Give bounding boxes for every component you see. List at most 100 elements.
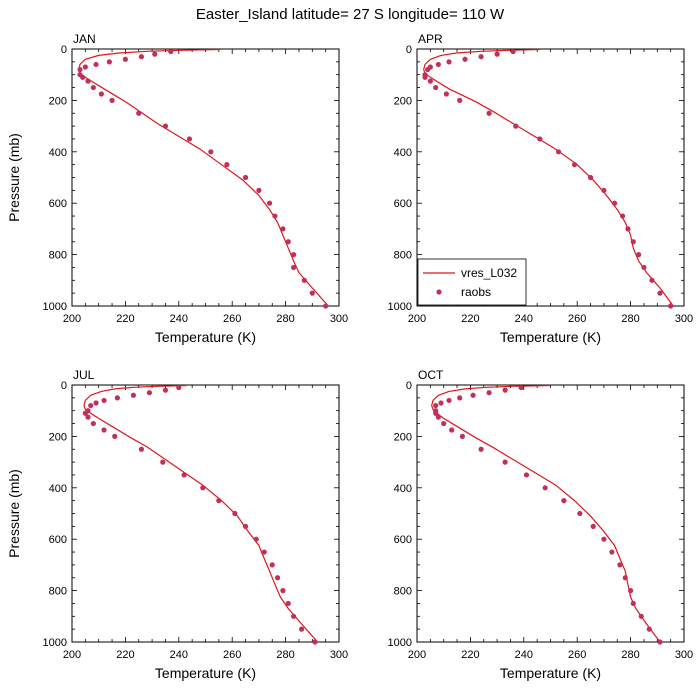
panel-jul: JUL 200 220 240 260 280 300 0 200 400 600 800 1000 Te… — [6, 368, 348, 681]
raobs-point — [617, 562, 623, 568]
raobs-point — [577, 510, 583, 517]
x-tick-label: 300 — [330, 313, 348, 325]
raobs-point — [77, 66, 83, 73]
raobs-point — [162, 123, 169, 129]
x-tick-label: 280 — [621, 649, 639, 661]
x-tick-label: 200 — [408, 649, 426, 661]
raobs-point — [636, 252, 642, 258]
raobs-point — [242, 174, 249, 181]
y-tick-label: 600 — [49, 198, 67, 210]
raobs-point — [138, 54, 145, 60]
raobs-point — [266, 200, 273, 206]
y-tick-label: 200 — [394, 431, 412, 443]
raobs-point — [299, 626, 305, 632]
raobs-point — [160, 459, 166, 465]
raobs-point — [138, 446, 145, 452]
raobs-point — [152, 51, 158, 57]
raobs-point — [625, 226, 631, 232]
series-line-vres-l032 — [78, 48, 329, 307]
raobs-point — [261, 549, 267, 555]
raobs-point — [176, 384, 182, 391]
raobs-point — [85, 414, 91, 420]
panels: JAN 200 220 240 260 280 300 0 200 400 600 800 1000 Te… — [6, 32, 693, 681]
raobs-point — [433, 410, 439, 416]
y-tick-label: 400 — [49, 147, 67, 159]
raobs-point — [130, 392, 137, 398]
raobs-point — [168, 48, 174, 55]
raobs-point — [462, 56, 468, 62]
x-tick-label: 280 — [276, 313, 294, 325]
x-tick-label: 260 — [568, 649, 586, 661]
raobs-point — [285, 600, 291, 607]
x-tick-label: 200 — [408, 313, 426, 325]
raobs-point — [122, 56, 128, 62]
panel-label: JAN — [73, 32, 96, 46]
raobs-point — [85, 78, 91, 84]
y-tick-label: 0 — [406, 380, 412, 392]
raobs-point — [274, 575, 281, 581]
plot-frame — [71, 48, 340, 307]
x-tick-label: 240 — [515, 649, 533, 661]
raobs-point — [88, 402, 94, 409]
plot-frame — [71, 384, 340, 643]
panel-label: JUL — [73, 368, 95, 382]
raobs-point — [425, 66, 431, 73]
y-tick-label: 0 — [61, 380, 67, 392]
raobs-point — [561, 498, 567, 504]
x-tick-label: 240 — [170, 649, 188, 661]
raobs-point — [486, 110, 492, 116]
raobs-point — [446, 59, 452, 65]
raobs-point — [256, 187, 262, 193]
raobs-point — [438, 400, 444, 406]
raobs-point — [619, 213, 626, 219]
raobs-point — [523, 472, 530, 478]
raobs-point — [90, 420, 96, 427]
raobs-point — [657, 639, 663, 645]
panel-label: OCT — [418, 368, 444, 382]
x-tick-label: 260 — [223, 313, 241, 325]
raobs-point — [106, 59, 112, 65]
y-tick-label: 200 — [394, 95, 412, 107]
x-tick-label: 220 — [116, 649, 134, 661]
legend-marker-swatch — [436, 289, 442, 295]
y-tick-label: 200 — [49, 431, 67, 443]
raobs-point — [630, 239, 636, 245]
raobs-point — [638, 613, 644, 619]
raobs-point — [224, 162, 230, 168]
y-tick-label: 0 — [406, 44, 412, 56]
y-tick-label: 0 — [61, 44, 67, 56]
raobs-point — [601, 536, 607, 542]
raobs-point — [441, 420, 447, 427]
raobs-point — [253, 536, 259, 542]
panel-jan: JAN 200 220 240 260 280 300 0 200 400 600 800 1000 Te… — [6, 32, 348, 345]
raobs-point — [478, 54, 484, 60]
raobs-point — [181, 472, 187, 478]
y-tick-label: 1000 — [43, 301, 67, 313]
raobs-point — [601, 187, 607, 193]
raobs-point — [646, 626, 652, 632]
raobs-point — [232, 510, 238, 517]
x-tick-label: 240 — [170, 313, 188, 325]
panel-oct: OCT 200 220 240 260 280 300 0 200 400 600 800 1000 Te… — [388, 368, 694, 681]
raobs-point — [93, 61, 99, 68]
raobs-point — [470, 392, 476, 398]
y-tick-label: 800 — [49, 250, 67, 262]
raobs-point — [435, 414, 441, 420]
y-tick-label: 800 — [49, 586, 67, 598]
series-line-vres-l032 — [423, 48, 674, 307]
raobs-point — [200, 485, 206, 491]
raobs-point — [422, 74, 428, 80]
series-line-vres-l032 — [83, 384, 319, 643]
x-axis-label: Temperature (K) — [155, 329, 256, 345]
y-tick-label: 1000 — [43, 637, 67, 649]
raobs-point — [82, 64, 88, 70]
figure-title: Easter_Island latitude= 27 S longitude= … — [196, 6, 505, 23]
raobs-point — [136, 110, 142, 116]
x-tick-label: 300 — [675, 313, 693, 325]
y-axis-label: Pressure (mb) — [6, 469, 22, 558]
raobs-point — [280, 588, 286, 594]
y-tick-label: 800 — [394, 586, 412, 598]
y-axis-label: Pressure (mb) — [6, 133, 22, 222]
x-axis-label: Temperature (K) — [500, 329, 601, 345]
raobs-point — [280, 226, 286, 232]
